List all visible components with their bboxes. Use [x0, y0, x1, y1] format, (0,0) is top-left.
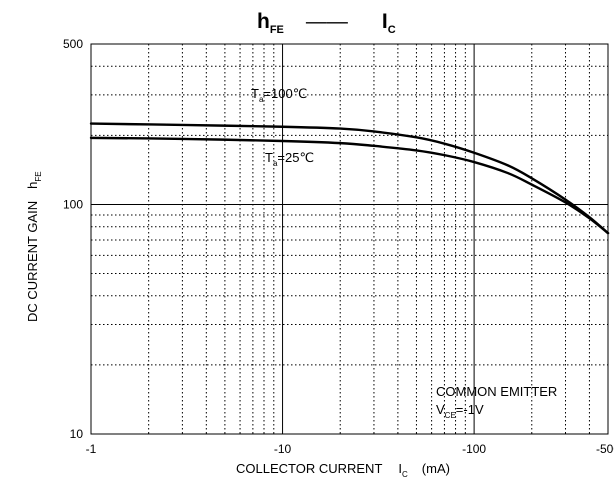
chart-title: hFE —— IC — [257, 10, 396, 36]
annotation-line2: VCE=-1V — [436, 402, 484, 420]
title-hfe-sub: FE — [270, 24, 284, 36]
y-tick-label: 100 — [63, 197, 83, 211]
x-tick-label: -500 — [596, 442, 614, 456]
series-label-100c: Ta=100℃ — [251, 86, 307, 104]
x-tick-label: -1 — [86, 442, 97, 456]
y-axis-label: DC CURRENT GAINhFE — [25, 171, 43, 322]
annotation-line1: COMMON EMITTER — [436, 384, 557, 399]
title-hfe: h — [257, 10, 270, 33]
plot-frame — [90, 43, 609, 435]
grid — [91, 44, 608, 434]
series-label-25c: Ta=25℃ — [265, 150, 314, 168]
x-tick-label: -10 — [274, 442, 292, 456]
title-ic: I — [382, 10, 388, 33]
series-line-0 — [89, 122, 610, 235]
series-group — [89, 122, 610, 235]
series-line-1 — [89, 136, 610, 235]
x-tick-label: -100 — [462, 442, 486, 456]
y-tick-label: 500 — [63, 37, 83, 51]
y-tick-label: 10 — [70, 427, 84, 441]
x-axis-label: COLLECTOR CURRENT IC (mA) — [236, 461, 450, 479]
title-ic-sub: C — [388, 24, 396, 36]
tick-labels: -1 -10 -100 -500 10 100 500 — [63, 37, 614, 456]
title-dash: —— — [306, 10, 348, 33]
